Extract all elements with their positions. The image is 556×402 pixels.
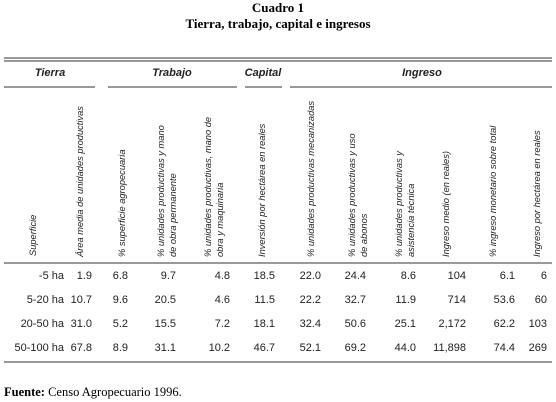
cell: 53.6 — [494, 294, 515, 306]
cell: 9.7 — [161, 270, 176, 282]
cell: 11.9 — [395, 294, 416, 306]
cell: 7.2 — [215, 318, 230, 330]
cell: 69.2 — [345, 342, 366, 354]
column-header: % superficie agropecuaria — [117, 150, 127, 258]
cell: 4.8 — [215, 270, 230, 282]
group-header: Ingreso — [402, 67, 442, 79]
cell: 20.5 — [155, 294, 176, 306]
cell: 32.4 — [300, 318, 321, 330]
column-header: % unidades productivas y mano — [156, 125, 166, 257]
column-header: % unidades productivas mecanizadas — [306, 101, 316, 257]
cell: 20-50 ha — [21, 318, 65, 330]
column-header: obra y maquinaria — [215, 183, 225, 257]
cell: 74.4 — [494, 342, 515, 354]
column-header: de obra permanente — [168, 173, 178, 257]
group-header: Capital — [245, 67, 283, 79]
cell: 22.0 — [300, 270, 321, 282]
cell: 714 — [448, 294, 466, 306]
cell: 22.2 — [300, 294, 321, 306]
cell: 4.6 — [215, 294, 230, 306]
title: Cuadro 1 — [252, 0, 304, 15]
cell: 67.8 — [71, 342, 92, 354]
column-header: Superficie — [28, 215, 38, 256]
column-header: asistencia técnica — [406, 184, 416, 257]
cell: 104 — [448, 270, 466, 282]
column-header: % unidades productivas, mano de — [203, 117, 213, 257]
column-header: % unidades productivas y uso — [347, 133, 357, 257]
cell: 50-100 ha — [14, 342, 64, 354]
cell: 103 — [529, 318, 547, 330]
cell: 6.1 — [500, 270, 515, 282]
column-header: % unidades productivas y — [394, 150, 404, 257]
subtitle: Tierra, trabajo, capital e ingresos — [185, 16, 370, 31]
source: Fuente: Censo Agropecuario 1996. — [4, 385, 182, 399]
cell: 31.1 — [155, 342, 176, 354]
cell: 31.0 — [71, 318, 92, 330]
cell: 25.1 — [395, 318, 416, 330]
cell: 32.7 — [345, 294, 366, 306]
cell: 269 — [529, 342, 547, 354]
cell: 50.6 — [345, 318, 366, 330]
cell: 18.5 — [254, 270, 275, 282]
cell: 6.8 — [113, 270, 128, 282]
cell: 6 — [541, 270, 547, 282]
group-header: Trabajo — [152, 67, 192, 79]
cell: 11,898 — [433, 342, 466, 354]
cell: 44.0 — [395, 342, 416, 354]
cell: -5 ha — [39, 270, 65, 282]
column-header: Ingreso medio (en reales) — [441, 151, 451, 257]
column-header: Área media de unidades productivas — [75, 106, 85, 258]
source-text: Censo Agropecuario 1996. — [48, 385, 182, 399]
cell: 10.7 — [71, 294, 92, 306]
group-header: Tierra — [35, 67, 65, 79]
column-header: Inversión por hectárea en reales — [257, 123, 267, 257]
cell: 62.2 — [494, 318, 515, 330]
source-label: Fuente: — [4, 385, 45, 399]
cell: 8.9 — [113, 342, 128, 354]
column-header: % ingreso monetario sobre total — [488, 125, 498, 257]
cell: 9.6 — [113, 294, 128, 306]
cell: 11.5 — [254, 294, 275, 306]
column-header: de abonos — [359, 213, 369, 257]
cell: 1.9 — [77, 270, 92, 282]
cell: 10.2 — [209, 342, 230, 354]
cell: 8.6 — [401, 270, 416, 282]
cell: 5.2 — [113, 318, 128, 330]
cell: 46.7 — [254, 342, 275, 354]
cell: 52.1 — [300, 342, 321, 354]
cell: 15.5 — [155, 318, 176, 330]
cell: 2,172 — [438, 318, 466, 330]
cell: 18.1 — [254, 318, 275, 330]
cell: 5-20 ha — [27, 294, 65, 306]
cell: 60 — [535, 294, 547, 306]
cell: 24.4 — [345, 270, 366, 282]
column-header: Ingreso por hectárea en reales — [532, 130, 542, 257]
